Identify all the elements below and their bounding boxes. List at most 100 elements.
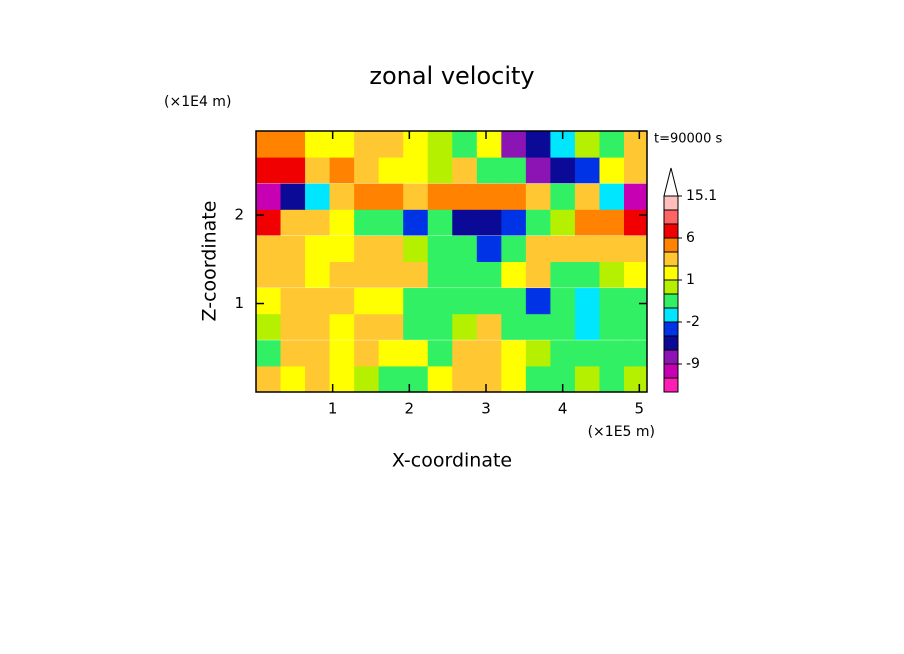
field-cell: [599, 288, 625, 315]
field-cell: [354, 235, 380, 262]
field-cell: [624, 261, 648, 288]
chart-title: zonal velocity: [369, 62, 534, 90]
field-cell: [501, 261, 527, 288]
field-cell: [550, 235, 576, 262]
field-cell: [329, 288, 355, 315]
field-cell: [305, 209, 331, 236]
field-cell: [305, 235, 331, 262]
field-cell: [599, 183, 625, 210]
colorbar-box: [663, 279, 679, 295]
field-cell: [624, 365, 648, 393]
field-cell: [378, 288, 404, 315]
field-cell: [574, 131, 600, 158]
field-cell: [280, 340, 306, 367]
field-cell: [427, 288, 453, 315]
field-cell: [329, 261, 355, 288]
field-cell: [599, 340, 625, 367]
field-cell: [624, 288, 648, 315]
field-cell: [574, 183, 600, 210]
colorbar-tick-label: 1: [686, 272, 695, 288]
field-cell: [354, 157, 380, 184]
field-cell: [525, 261, 551, 288]
field-cell: [256, 261, 282, 288]
field-cell: [354, 131, 380, 158]
field-cell: [624, 157, 648, 184]
field-cell: [574, 261, 600, 288]
colorbar-box: [663, 335, 679, 351]
field-cell: [550, 157, 576, 184]
field-cell: [256, 365, 282, 393]
field-cell: [550, 209, 576, 236]
field-cell: [476, 340, 502, 367]
field-cell: [280, 209, 306, 236]
field-cell: [329, 313, 355, 340]
field-cell: [378, 209, 404, 236]
field-cell: [305, 365, 331, 393]
field-cell: [329, 157, 355, 184]
colorbar-box: [663, 209, 679, 225]
field-cell: [624, 183, 648, 210]
y-unit: (×1E4 m): [164, 94, 231, 110]
field-cell: [574, 288, 600, 315]
field-cell: [501, 365, 527, 393]
field-cell: [378, 235, 404, 262]
field-cell: [427, 183, 453, 210]
colorbar-box: [663, 363, 679, 379]
field-cell: [378, 340, 404, 367]
field-cell: [256, 288, 282, 315]
field-cell: [452, 235, 478, 262]
field-cell: [256, 235, 282, 262]
field-cell: [280, 365, 306, 393]
field-cell: [403, 261, 429, 288]
field-cell: [256, 313, 282, 340]
colorbar-box: [663, 293, 679, 309]
field-cell: [280, 131, 306, 158]
field-cell: [574, 313, 600, 340]
x-tick-label: 2: [405, 400, 415, 418]
field-cell: [550, 261, 576, 288]
field-cell: [599, 209, 625, 236]
x-axis-label: X-coordinate: [392, 450, 512, 472]
field-cell: [280, 261, 306, 288]
field-cell: [403, 340, 429, 367]
field-cell: [452, 365, 478, 393]
field-cell: [329, 365, 355, 393]
field-cell: [476, 235, 502, 262]
field-cell: [403, 209, 429, 236]
field-cell: [624, 131, 648, 158]
colorbar-tick-label: 6: [686, 230, 695, 246]
field-cell: [599, 235, 625, 262]
field-cell: [525, 157, 551, 184]
colorbar-box: [663, 223, 679, 239]
field-cell: [427, 157, 453, 184]
colorbar-box: [663, 265, 679, 281]
field-cell: [403, 288, 429, 315]
x-tick-label: 3: [481, 400, 491, 418]
field-cell: [280, 288, 306, 315]
field-cell: [378, 313, 404, 340]
field-cell: [305, 157, 331, 184]
field-cell: [403, 235, 429, 262]
field-cell: [378, 157, 404, 184]
field-cell: [354, 313, 380, 340]
field-cell: [476, 157, 502, 184]
field-cell: [329, 340, 355, 367]
field-cell: [452, 209, 478, 236]
field-cell: [305, 261, 331, 288]
field-cell: [624, 235, 648, 262]
field-cell: [452, 183, 478, 210]
field-cell: [256, 183, 282, 210]
field-cell: [599, 131, 625, 158]
field-cell: [378, 183, 404, 210]
field-cell: [378, 365, 404, 393]
field-cell: [624, 209, 648, 236]
field-cell: [476, 131, 502, 158]
field-cell: [599, 261, 625, 288]
field-cell: [624, 313, 648, 340]
field-cell: [354, 209, 380, 236]
colorbar-extension: [663, 167, 679, 197]
field-cell: [256, 157, 282, 184]
field-cell: [525, 313, 551, 340]
field-cell: [329, 183, 355, 210]
